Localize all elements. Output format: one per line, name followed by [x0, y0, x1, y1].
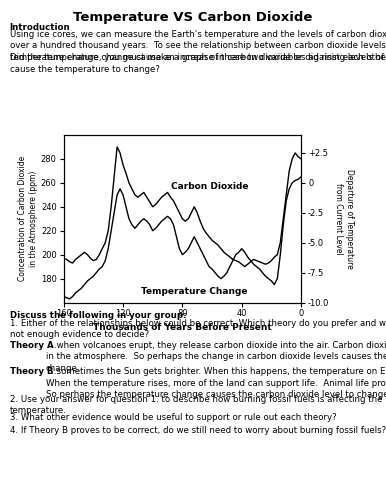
Text: Introduction: Introduction: [10, 24, 70, 32]
Text: ...sometimes the Sun gets brighter. When this happens, the temperature on Earth : ...sometimes the Sun gets brighter. When…: [46, 368, 386, 400]
Text: Temperature VS Carbon Dioxide: Temperature VS Carbon Dioxide: [73, 11, 313, 24]
Y-axis label: Departure of Temperature
from Current Level: Departure of Temperature from Current Le…: [334, 169, 354, 268]
Text: 2. Use your answer for question 1. to describe how burning fossil fuels is affec: 2. Use your answer for question 1. to de…: [10, 395, 386, 415]
Text: Theory B: Theory B: [10, 368, 53, 376]
Text: Carbon Dioxide: Carbon Dioxide: [171, 182, 248, 191]
Text: 1. Either of the relationships below could be correct. Which theory do you prefe: 1. Either of the relationships below cou…: [10, 318, 386, 339]
Text: 3. What other evidence would be useful to support or rule out each theory?: 3. What other evidence would be useful t…: [10, 412, 336, 422]
Text: ...when volcanoes erupt, they release carbon dioxide into the air. Carbon dioxid: ...when volcanoes erupt, they release ca…: [46, 341, 386, 373]
Text: 4. If Theory B proves to be correct, do we still need to worry about burning fos: 4. If Theory B proves to be correct, do …: [10, 426, 386, 435]
Text: Using ice cores, we can measure the Earth’s temperature and the levels of carbon: Using ice cores, we can measure the Eart…: [10, 30, 386, 62]
Text: Temperature Change: Temperature Change: [141, 287, 247, 296]
Text: .: .: [10, 336, 12, 345]
X-axis label: Thousands of Years Before Present: Thousands of Years Before Present: [93, 322, 272, 332]
Text: Theory A: Theory A: [10, 341, 53, 350]
Text: Did the temperature change cause an increase in carbon dioxide or did rising lev: Did the temperature change cause an incr…: [10, 54, 386, 74]
Text: Discuss the following in your group:: Discuss the following in your group:: [10, 311, 186, 320]
Y-axis label: Concentration of Carbon Dioxide
in the Atmosphere (ppm): Concentration of Carbon Dioxide in the A…: [18, 156, 38, 282]
